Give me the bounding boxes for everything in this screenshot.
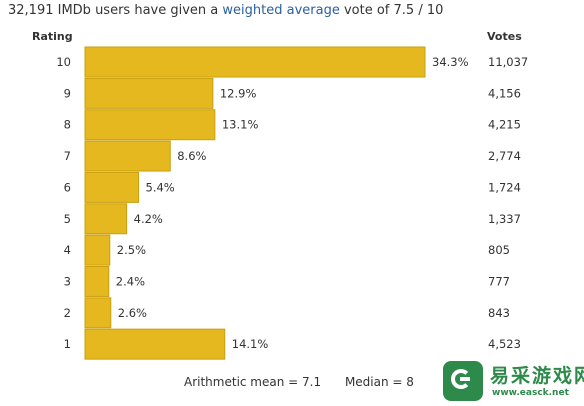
percent-label: 2.5% [117,243,146,257]
percent-label: 8.6% [177,149,206,163]
votes-count: 805 [488,243,510,257]
votes-column-header: Votes [487,30,522,43]
votes-count: 4,156 [488,86,521,100]
weighted-average-link[interactable]: weighted average [222,3,340,18]
rating-label: 2 [64,306,71,320]
percent-label: 13.1% [222,118,259,132]
votes-count: 11,037 [488,55,528,69]
votes-count: 2,774 [488,149,521,163]
e-logo-icon [443,361,483,401]
median: Median = 8 [344,375,414,389]
rating-label: 1 [64,337,71,351]
votes-count: 843 [488,306,510,320]
rating-bar [84,265,110,297]
rating-bar [84,109,216,141]
votes-count: 777 [488,274,510,288]
percent-label: 34.3% [432,55,469,69]
rating-label: 6 [64,180,71,194]
percent-label: 12.9% [220,86,257,100]
rating-bar [84,46,426,78]
percent-label: 4.2% [134,212,163,226]
percent-label: 2.4% [116,274,145,288]
percent-label: 14.1% [232,337,269,351]
rating-column-header: Rating [32,30,73,43]
rating-bar [84,234,111,266]
rating-label: 3 [64,274,71,288]
rating-label: 4 [64,243,71,257]
votes-count: 4,215 [488,118,521,132]
watermark-url: www.easck.net [492,388,569,398]
summary-prefix: 32,191 IMDb users have given a [8,3,219,18]
percent-label: 2.6% [118,306,147,320]
votes-count: 1,337 [488,212,521,226]
rating-bar [84,328,226,360]
rating-label: 8 [64,118,71,132]
percent-label: 5.4% [146,180,175,194]
rating-bar [84,297,112,329]
rating-label: 7 [64,149,71,163]
rating-label: 10 [56,55,71,69]
votes-count: 4,523 [488,337,521,351]
votes-count: 1,724 [488,180,521,194]
arithmetic-mean: Arithmetic mean = 7.1 [184,375,322,389]
watermark-chinese-text: 易采游戏网 [490,365,584,387]
rating-label: 5 [64,212,71,226]
rating-bar [84,203,128,235]
summary-suffix: vote of 7.5 / 10 [343,3,444,18]
rating-label: 9 [64,86,71,100]
site-watermark: 易采游戏网 www.easck.net [438,355,584,406]
rating-summary: 32,191 IMDb users have given a weighted … [8,3,443,18]
rating-statistics: Arithmetic mean = 7.1 Median = 8 [184,375,414,389]
rating-bar [84,140,171,172]
rating-bar [84,171,140,203]
rating-bar [84,77,214,109]
